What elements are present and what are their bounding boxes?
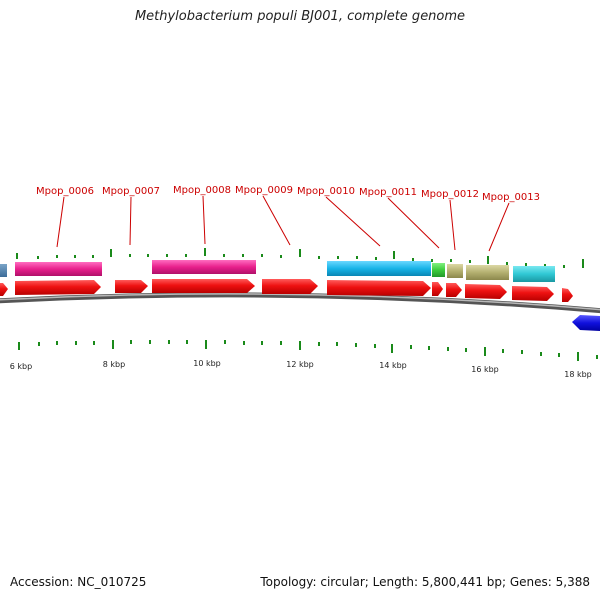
leader-line: [56, 196, 65, 248]
cds-arrow-reverse: [572, 315, 600, 331]
kbp-label: 10 kbp: [193, 359, 221, 368]
leader-line: [262, 195, 291, 246]
cds-arrow: [152, 279, 255, 293]
cds-arrow: [327, 280, 431, 296]
genome-backbone: [0, 292, 600, 314]
outer-tick-row: [16, 248, 584, 268]
inner-tick-row: [18, 340, 598, 361]
map-title: Methylobacterium populi BJ001, complete …: [134, 9, 466, 24]
leader-line: [129, 196, 132, 246]
category-bar-magenta: [152, 260, 256, 274]
cds-arrow: [115, 280, 148, 293]
kbp-label: 14 kbp: [379, 361, 407, 370]
category-bar-cyan: [327, 261, 431, 276]
leader-line: [202, 195, 206, 245]
kbp-label: 18 kbp: [564, 370, 592, 379]
genome-summary-text: Topology: circular; Length: 5,800,441 bp…: [260, 575, 590, 589]
cds-forward-track: [0, 279, 573, 302]
leader-line: [488, 202, 510, 252]
cds-arrow: [465, 284, 507, 299]
kbp-label: 6 kbp: [10, 362, 32, 371]
category-bar-steel: [0, 264, 7, 277]
gene-label-mpop-0013: Mpop_0013: [482, 192, 540, 203]
leader-line: [387, 197, 440, 249]
category-bar-khaki: [447, 264, 463, 278]
gene-label-mpop-0007: Mpop_0007: [102, 186, 160, 197]
cds-arrow: [512, 286, 554, 301]
gene-label-mpop-0011: Mpop_0011: [359, 187, 417, 198]
cds-arrow: [446, 283, 462, 297]
gene-label-mpop-0009: Mpop_0009: [235, 185, 293, 196]
leader-line: [449, 199, 456, 251]
genome-backbone-highlight: [0, 293, 600, 311]
category-bar-khaki: [466, 265, 509, 280]
kbp-label: 16 kbp: [471, 365, 499, 374]
accession-text: Accession: NC_010725: [10, 575, 147, 589]
kbp-label: 8 kbp: [103, 360, 125, 369]
gene-label-mpop-0006: Mpop_0006: [36, 186, 94, 197]
gene-label-mpop-0012: Mpop_0012: [421, 189, 479, 200]
category-bar-magenta: [15, 262, 102, 276]
cds-arrow: [562, 288, 573, 302]
category-track: [0, 260, 555, 282]
kbp-scale: 6 kbp 8 kbp 10 kbp 12 kbp 14 kbp 16 kbp …: [10, 359, 592, 379]
leader-line: [325, 196, 381, 247]
cds-arrow: [0, 283, 8, 296]
kbp-label: 12 kbp: [286, 360, 314, 369]
cds-arrow: [432, 282, 443, 296]
cds-arrow: [15, 280, 101, 295]
category-bar-green: [432, 263, 445, 277]
category-bar-teal: [513, 266, 555, 282]
gene-labels: Mpop_0006 Mpop_0007 Mpop_0008 Mpop_0009 …: [36, 185, 540, 203]
gene-label-mpop-0008: Mpop_0008: [173, 185, 231, 196]
gene-label-leaders: [56, 195, 510, 252]
gene-label-mpop-0010: Mpop_0010: [297, 186, 355, 197]
cds-arrow: [262, 279, 318, 294]
